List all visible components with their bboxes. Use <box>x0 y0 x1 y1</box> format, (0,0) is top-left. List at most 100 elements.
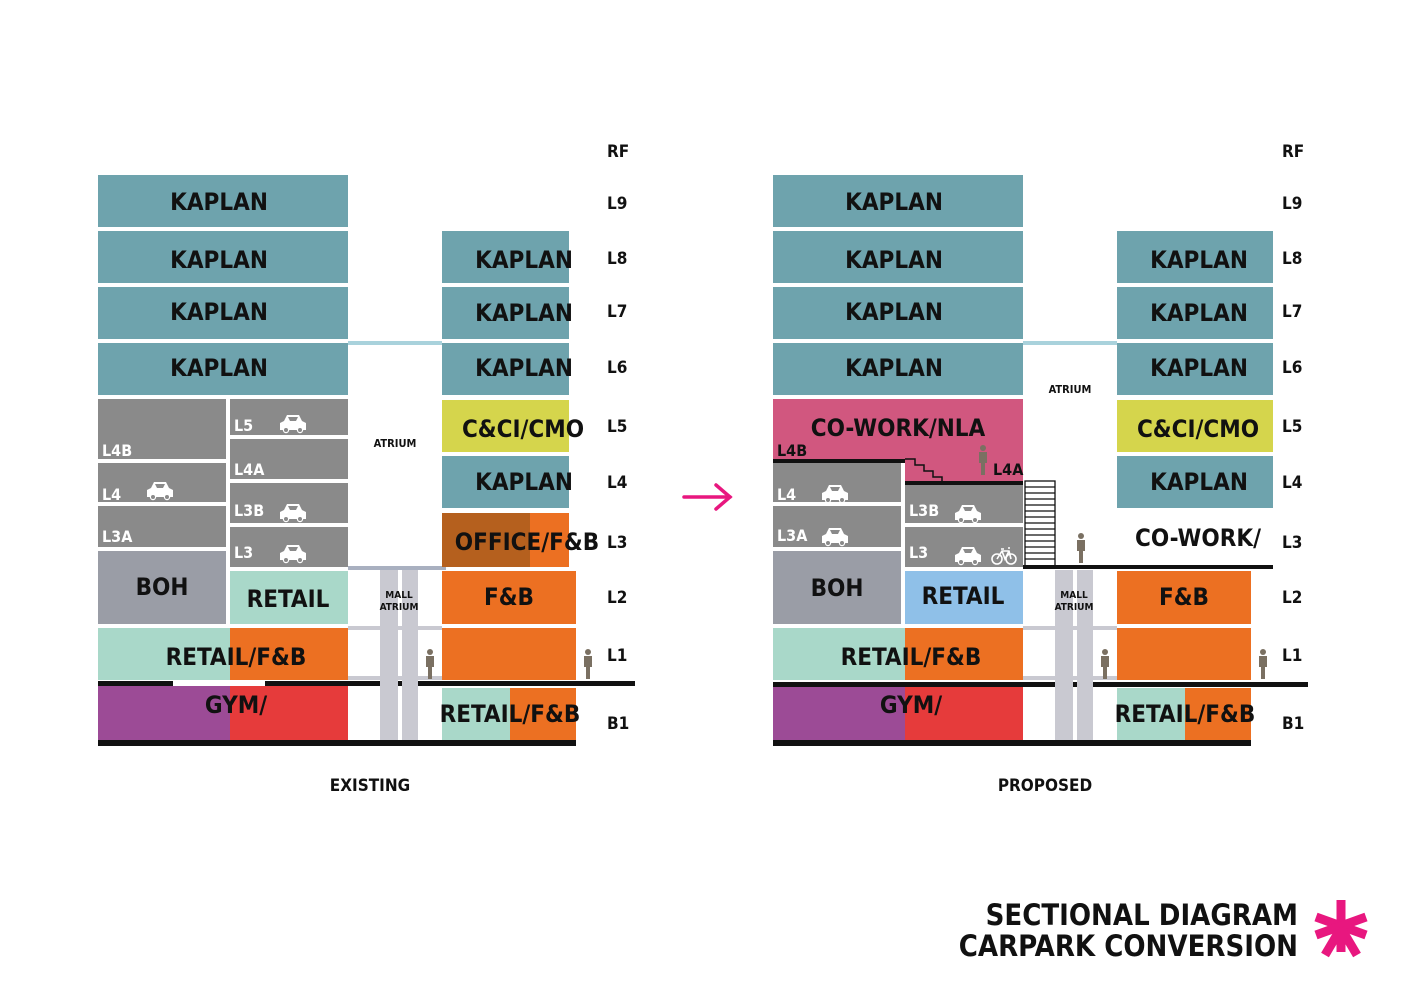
existing-carpark-l3b-label: L3B <box>234 501 264 520</box>
proposed-right-fb-label: F&B <box>1159 583 1209 611</box>
level-label: L3 <box>607 533 627 553</box>
existing-caption: EXISTING <box>330 776 410 796</box>
existing-right-b1-label: RETAIL/F&B <box>440 700 581 728</box>
existing-carpark-l4a-label: L4A <box>234 460 265 479</box>
person-icon <box>426 649 434 679</box>
existing-right-kaplan-l6-label: KAPLAN <box>475 354 573 382</box>
existing-l1-slab <box>265 681 635 686</box>
level-label: L2 <box>607 588 627 608</box>
proposed-atrium-label: ATRIUM <box>1049 383 1092 396</box>
asterisk-icon <box>1314 900 1368 958</box>
existing-right-kaplan-l7-label: KAPLAN <box>475 299 573 327</box>
existing-carpark-l3-label: L3 <box>234 543 253 562</box>
existing-retail-fb-l1-mint <box>98 628 230 680</box>
existing-l1-slab <box>98 681 173 686</box>
level-label: B1 <box>607 714 629 734</box>
proposed-cowork-label: CO-WORK/ <box>1135 524 1261 552</box>
existing-carpark-l5-label: L5 <box>234 416 253 435</box>
proposed-retail <box>905 571 1023 624</box>
proposed-carpark-l4a-label: L4A <box>993 460 1024 479</box>
existing-carpark-l4a <box>230 439 348 479</box>
proposed-retail-fb-l1-mint <box>773 628 905 680</box>
proposed-right-l1 <box>1117 628 1251 680</box>
existing-right-kaplan-l8 <box>442 231 569 283</box>
proposed-level-labels: RF L9 L8 L7 L6 L5 L4 L3 L2 L1 B1 <box>1282 142 1304 734</box>
proposed-right-cci <box>1117 400 1273 452</box>
proposed-kaplan-l7-label: KAPLAN <box>845 298 943 326</box>
existing-kaplan-l8-label: KAPLAN <box>170 246 268 274</box>
level-label: L5 <box>607 417 627 437</box>
proposed-right-kaplan-l8 <box>1117 231 1273 283</box>
proposed-carpark-l3b-label: L3B <box>909 501 939 520</box>
existing-carpark-l4b-label: L4B <box>102 441 132 460</box>
existing-right-kaplan-l8-label: KAPLAN <box>475 246 573 274</box>
existing-right-kaplan-l4 <box>442 456 569 508</box>
proposed-l1-slab <box>773 682 1308 687</box>
proposed-right-kaplan-l7-label: KAPLAN <box>1150 299 1248 327</box>
level-label: L3 <box>1282 533 1302 553</box>
proposed-right-cci-label: C&CI/CMO <box>1137 415 1259 443</box>
level-label: L1 <box>607 646 627 666</box>
level-label: L8 <box>1282 249 1302 269</box>
existing-carpark-l3a <box>98 506 226 547</box>
level-label: L4 <box>607 473 627 493</box>
proposed-mall-atrium-col <box>1077 570 1093 740</box>
person-icon <box>1259 649 1267 679</box>
existing-gym-purple <box>98 686 230 740</box>
proposed-mall-atrium-label-1: MALL <box>1060 590 1088 601</box>
proposed-mall-floor <box>1023 626 1117 630</box>
existing-retail <box>230 571 348 624</box>
existing-right-b1-mint <box>442 688 510 740</box>
existing-right-b1-orange <box>510 688 576 740</box>
existing-section: KAPLAN KAPLAN KAPLAN KAPLAN L4B L4 L3A L… <box>98 175 635 746</box>
proposed-gym-purple <box>773 686 905 740</box>
existing-mall-floor <box>348 676 442 680</box>
proposed-right-fb <box>1117 571 1251 624</box>
proposed-gym-red <box>905 686 1023 740</box>
proposed-right-kaplan-l8-label: KAPLAN <box>1150 246 1248 274</box>
proposed-section: KAPLAN KAPLAN KAPLAN KAPLAN CO-WORK/NLA … <box>773 175 1308 746</box>
existing-carpark-l3a-label: L3A <box>102 527 133 546</box>
title-line-2: CARPARK CONVERSION <box>959 929 1298 963</box>
existing-boh-label: BOH <box>136 573 189 601</box>
existing-right-l1 <box>442 628 576 680</box>
proposed-stair <box>905 458 943 481</box>
existing-retail-fb-l1-label: RETAIL/F&B <box>166 643 307 671</box>
existing-gym-red <box>230 686 348 740</box>
proposed-l4a-slab <box>905 481 1023 485</box>
proposed-l3-slab <box>1023 565 1273 569</box>
existing-right-fb-label: F&B <box>484 583 534 611</box>
level-label: L2 <box>1282 588 1302 608</box>
person-icon <box>584 649 592 679</box>
title-line-1: SECTIONAL DIAGRAM <box>986 898 1298 932</box>
level-label: L6 <box>607 358 627 378</box>
proposed-b1-slab <box>773 740 1251 746</box>
level-label: B1 <box>1282 714 1304 734</box>
existing-kaplan-l6 <box>98 343 348 395</box>
existing-right-fb <box>442 571 576 624</box>
proposed-l4-slab <box>773 459 905 463</box>
proposed-right-b1-mint <box>1117 688 1185 740</box>
person-icon <box>1077 533 1085 563</box>
proposed-carpark-l4b-label: L4B <box>777 441 807 460</box>
existing-carpark-l4-label: L4 <box>102 485 121 504</box>
existing-right-kaplan-l7 <box>442 287 569 339</box>
proposed-kaplan-l7 <box>773 287 1023 339</box>
existing-right-cci-label: C&CI/CMO <box>462 415 584 443</box>
existing-right-office-dark <box>442 513 530 567</box>
proposed-kaplan-l6-label: KAPLAN <box>845 354 943 382</box>
proposed-retail-fb-l1-orange <box>905 628 1023 680</box>
existing-mall-floor <box>348 626 442 630</box>
person-icon <box>1101 649 1109 679</box>
level-label: L4 <box>1282 473 1302 493</box>
existing-gym-label: GYM/ <box>205 691 267 719</box>
proposed-mall-atrium-label-2: ATRIUM <box>1055 602 1094 613</box>
existing-mall-atrium-col <box>402 570 418 740</box>
level-label: L6 <box>1282 358 1302 378</box>
existing-mall-atrium-col <box>380 570 398 740</box>
existing-level-labels: RF L9 L8 L7 L6 L5 L4 L3 L2 L1 B1 <box>607 142 629 734</box>
proposed-kaplan-l6 <box>773 343 1023 395</box>
proposed-kaplan-l8 <box>773 231 1023 283</box>
proposed-cowork-nla-lower <box>905 459 1023 481</box>
